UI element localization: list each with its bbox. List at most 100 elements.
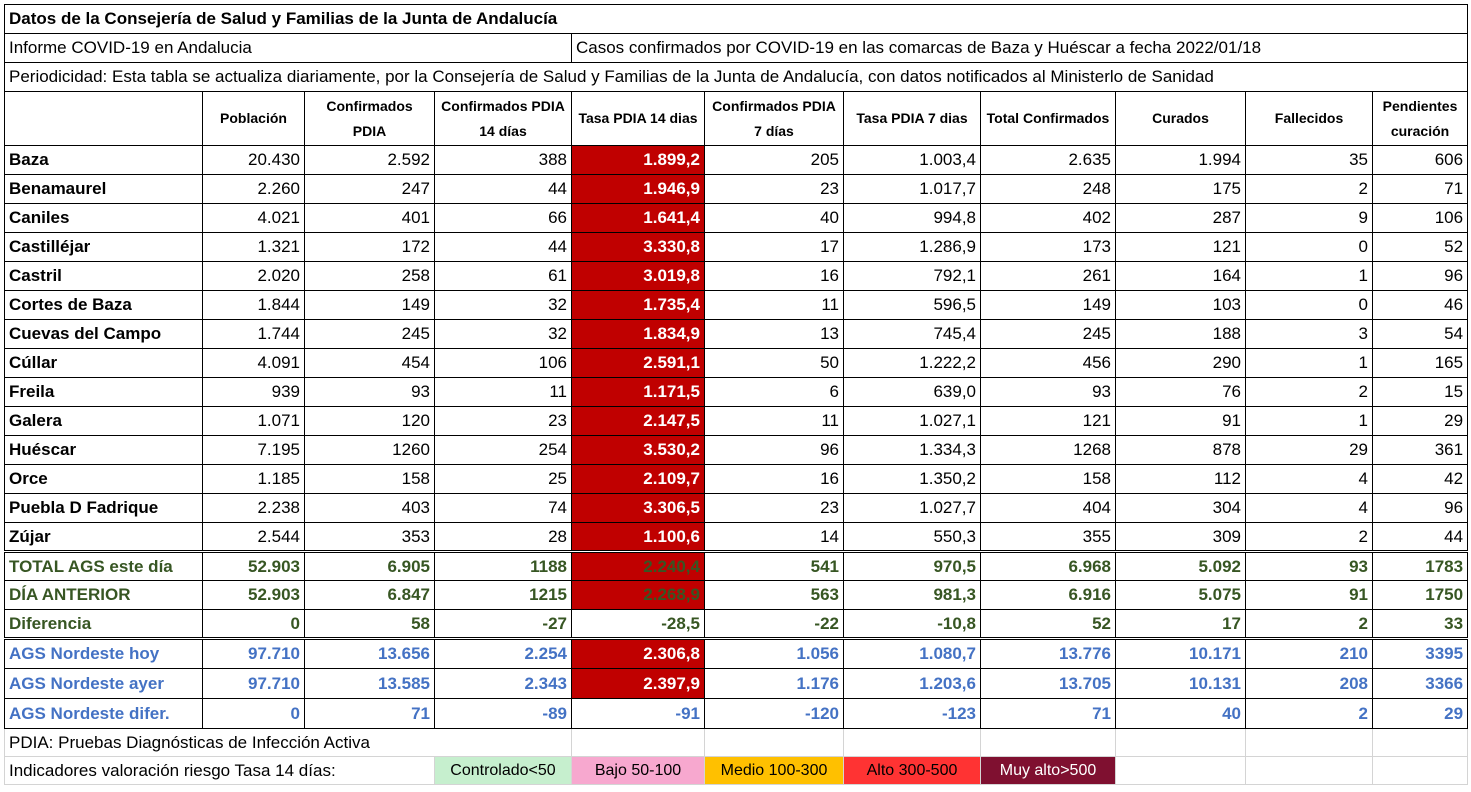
table-row: Freila 939 93 11 1.171,5 6 639,0 93 76 2 15 xyxy=(4,377,1469,407)
cell-value: 173 xyxy=(980,232,1116,262)
cell-value: 112 xyxy=(1115,464,1246,494)
table-row: TOTAL AGS este día 52.903 6.905 1188 2.240,4… xyxy=(4,550,1469,581)
row-label: Galera xyxy=(4,406,203,436)
cell-value: 121 xyxy=(980,406,1116,436)
cell-value: 16 xyxy=(704,261,844,291)
empty-cell xyxy=(1371,728,1469,757)
cell-value: 1.017,7 xyxy=(843,174,981,204)
row-label: DÍA ANTERIOR xyxy=(4,580,203,610)
cell-value: 261 xyxy=(980,261,1116,291)
cell-value: 1 xyxy=(1245,261,1373,291)
cell-value: 1268 xyxy=(980,435,1116,465)
table-row: Castril 2.020 258 61 3.019,8 16 792,1 261 164 1 96 xyxy=(4,261,1469,291)
cell-value: 1750 xyxy=(1371,580,1469,610)
table-row: Huéscar 7.195 1260 254 3.530,2 96 1.334,3 1268 8… xyxy=(4,435,1469,465)
cell-value: 3.530,2 xyxy=(571,435,705,465)
cell-value: 2 xyxy=(1245,698,1373,729)
cell-value: 44 xyxy=(1371,522,1469,552)
risk-indicator: Bajo 50-100 xyxy=(571,756,705,785)
cell-value: 2.238 xyxy=(202,493,305,523)
cell-value: -28,5 xyxy=(571,609,705,639)
cell-value: 1.334,3 xyxy=(843,435,981,465)
column-header: Pendientes curación xyxy=(1371,91,1469,146)
cell-value: 596,5 xyxy=(843,290,981,320)
periodicity: Periodicidad: Esta tabla se actualiza di… xyxy=(3,62,1469,92)
cell-value: 5.075 xyxy=(1115,580,1246,610)
cell-value: -27 xyxy=(434,609,572,639)
empty-cell xyxy=(1115,728,1246,757)
cell-value: 541 xyxy=(704,550,844,581)
cell-value: 76 xyxy=(1115,377,1246,407)
cell-value: 1260 xyxy=(304,435,435,465)
column-header: Población xyxy=(202,91,305,146)
cell-value: 2.260 xyxy=(202,174,305,204)
cell-value: -89 xyxy=(434,698,572,729)
cell-value: 0 xyxy=(1245,290,1373,320)
cell-value: 353 xyxy=(304,522,435,552)
cell-value: 32 xyxy=(434,319,572,349)
cell-value: 2 xyxy=(1245,522,1373,552)
cell-value: 981,3 xyxy=(843,580,981,610)
cell-value: 1.899,2 xyxy=(571,145,705,175)
table-row: Cortes de Baza 1.844 149 32 1.735,4 11 596,5 14… xyxy=(4,290,1469,320)
row-label: Cortes de Baza xyxy=(4,290,203,320)
cell-value: 13 xyxy=(704,319,844,349)
table-row: Benamaurel 2.260 247 44 1.946,9 23 1.017,7 248 1… xyxy=(4,174,1469,204)
table-row: Caniles 4.021 401 66 1.641,4 40 994,8 402 287 9 10… xyxy=(4,203,1469,233)
table-row: PDIA: Pruebas Diagnósticas de Infección … xyxy=(4,728,1469,757)
table-row: AGS Nordeste hoy 97.710 13.656 2.254 2.306,8… xyxy=(4,637,1469,669)
cell-value: 3366 xyxy=(1371,668,1469,699)
cell-value: 606 xyxy=(1371,145,1469,175)
empty-cell xyxy=(843,728,981,757)
cell-value: 54 xyxy=(1371,319,1469,349)
cell-value: 93 xyxy=(1245,550,1373,581)
table-row: Galera 1.071 120 23 2.147,5 11 1.027,1 121 91 1 29 xyxy=(4,406,1469,436)
table-row: AGS Nordeste difer. 0 71 -89 -91 -120 -123 71 40… xyxy=(4,698,1469,729)
cell-value: 165 xyxy=(1371,348,1469,378)
report: Informe COVID-19 en Andalucia xyxy=(4,33,572,63)
table-row: Zújar 2.544 353 28 1.100,6 14 550,3 355 309 2 44 xyxy=(4,522,1469,552)
cell-value: 2.544 xyxy=(202,522,305,552)
cell-value: 96 xyxy=(1371,493,1469,523)
cell-value: 28 xyxy=(434,522,572,552)
cell-value: 1.003,4 xyxy=(843,145,981,175)
cell-value: 106 xyxy=(434,348,572,378)
cell-value: 210 xyxy=(1245,637,1373,669)
cell-value: 309 xyxy=(1115,522,1246,552)
cell-value: 1.946,9 xyxy=(571,174,705,204)
cell-value: 16 xyxy=(704,464,844,494)
cell-value: 1.027,7 xyxy=(843,493,981,523)
cell-value: 97.710 xyxy=(202,668,305,699)
cell-value: 71 xyxy=(1371,174,1469,204)
cell-value: 1.222,2 xyxy=(843,348,981,378)
table-row: Informe COVID-19 en Andalucia Casos confi… xyxy=(4,33,1469,63)
subtitle: Casos confirmados por COVID-19 en las co… xyxy=(570,33,1469,63)
cell-value: 50 xyxy=(704,348,844,378)
note: PDIA: Pruebas Diagnósticas de Infección … xyxy=(4,728,572,757)
row-label: AGS Nordeste ayer xyxy=(4,668,203,699)
table-row: Población Confirmados PDIA Confirmados PDI… xyxy=(4,91,1469,146)
cell-value: 121 xyxy=(1115,232,1246,262)
cell-value: 1.100,6 xyxy=(571,522,705,552)
cell-value: 10.131 xyxy=(1115,668,1246,699)
cell-value: 456 xyxy=(980,348,1116,378)
cell-value: 32 xyxy=(434,290,572,320)
cell-value: 1.994 xyxy=(1115,145,1246,175)
row-label: AGS Nordeste difer. xyxy=(4,698,203,729)
indicators-label: Indicadores valoración riesgo Tasa 14 dí… xyxy=(4,756,435,785)
cell-value: 205 xyxy=(704,145,844,175)
cell-value: 13.705 xyxy=(980,668,1116,699)
cell-value: 939 xyxy=(202,377,305,407)
cell-value: 17 xyxy=(704,232,844,262)
cell-value: 11 xyxy=(434,377,572,407)
cell-value: 10.171 xyxy=(1115,637,1246,669)
cell-value: 40 xyxy=(1115,698,1246,729)
cell-value: 120 xyxy=(304,406,435,436)
cell-value: 1188 xyxy=(434,550,572,581)
cell-value: 1783 xyxy=(1371,550,1469,581)
cell-value: 1.321 xyxy=(202,232,305,262)
cell-value: 878 xyxy=(1115,435,1246,465)
cell-value: 1.844 xyxy=(202,290,305,320)
cell-value: 13.776 xyxy=(980,637,1116,669)
cell-value: 454 xyxy=(304,348,435,378)
